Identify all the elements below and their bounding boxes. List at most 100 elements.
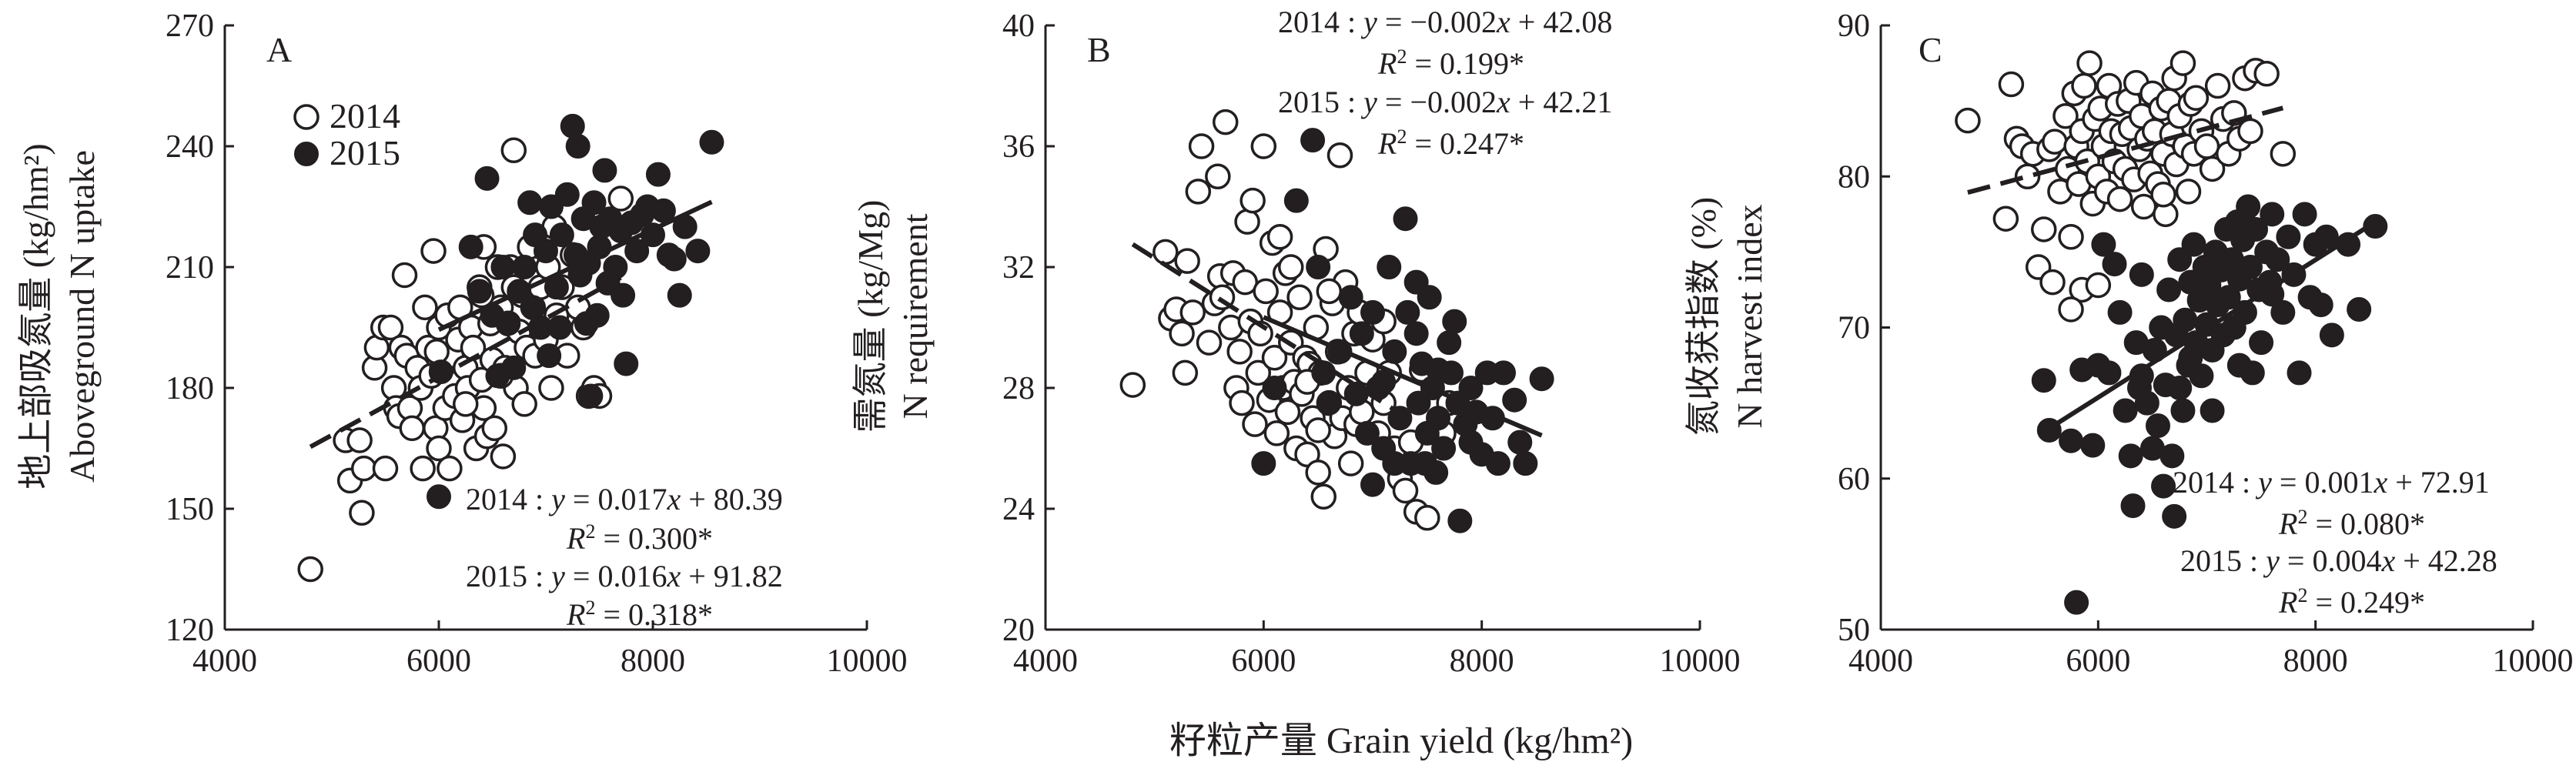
panel-c-point-2015 (2276, 224, 2301, 249)
panel-b-point-2015 (1513, 451, 1538, 476)
panel-c-point-2015 (2167, 247, 2193, 272)
panel-a-point-2015 (578, 383, 604, 409)
panel-b-point-2015 (1502, 387, 1527, 413)
panel-c-x-tick-label: 4000 (1848, 643, 1913, 679)
panel-a-point-2014 (437, 455, 463, 482)
panel-b-point-2014 (1392, 477, 1419, 504)
panel-a-point-2015 (534, 239, 558, 264)
panel-c-point-2014 (2150, 182, 2176, 208)
panel-b-point-2015 (1283, 188, 1309, 213)
panel-c-point-2014 (2052, 103, 2079, 129)
panel-b-ylabel-en: N requirement (895, 213, 935, 419)
panel-c-point-2015 (2292, 202, 2317, 227)
panel-b-point-2014 (1414, 505, 1440, 531)
panel-c-point-2015 (2159, 443, 2185, 469)
panel-b-x-tick-label: 4000 (1013, 643, 1078, 679)
panel-c-point-2015 (2236, 194, 2261, 219)
panel-a-point-2015 (565, 134, 590, 159)
panel-c-x-tick-label: 6000 (2066, 643, 2130, 679)
panel-b-point-2015 (1491, 360, 1516, 386)
panel-b-point-2015 (1251, 451, 1276, 476)
panel-a-x-tick-label: 8000 (621, 643, 685, 679)
legend-label-2014: 2014 (330, 96, 400, 135)
panel-b-x-tick-label: 6000 (1231, 643, 1296, 679)
panel-a-y-tick-label: 180 (166, 371, 214, 406)
panel-b-point-2015 (1354, 420, 1380, 446)
panel-a-point-2015 (496, 311, 521, 336)
panel-c-point-2014 (2204, 72, 2231, 99)
panel-c: 氮收获指数 (%) N harvest index 50 60 70 80 90 4000… (1684, 8, 2574, 679)
panel-a-point-2014 (297, 556, 323, 583)
panel-a-r2-2015: R2 = 0.318* (566, 597, 713, 632)
panel-c-letter: C (1919, 30, 1942, 69)
panel-b-point-2015 (1349, 321, 1374, 346)
panel-a-y-tick-label: 150 (166, 492, 214, 527)
panel-c-point-2014 (2183, 85, 2210, 111)
panel-b-eq-2015: 2015 : y = −0.002x + 42.21 (1278, 85, 1612, 119)
panel-c-point-2014 (2270, 141, 2297, 167)
panel-c-point-2015 (2113, 398, 2138, 423)
panel-b-point-2014 (1326, 142, 1353, 169)
panel-c-point-2015 (2151, 473, 2176, 499)
panel-c-axes: 50 60 70 80 90 4000 6000 8000 10000 (1838, 8, 2574, 679)
panel-b-r2-2015: R2 = 0.247* (1377, 125, 1524, 161)
panel-b-y-tick-label: 36 (1002, 129, 1035, 165)
panel-b-point-2015 (1393, 206, 1418, 232)
panel-c-point-2015 (2031, 368, 2056, 393)
panel-a: 地上部吸氮量 (kg/hm²) Aboveground N uptake 120… (16, 8, 908, 679)
panel-c-point-2015 (2249, 330, 2274, 356)
panel-a-trendline-2015 (437, 199, 713, 333)
panel-c-point-2015 (2120, 493, 2146, 519)
panel-b-point-2014 (1245, 359, 1271, 386)
panel-b-y-tick-label: 28 (1002, 371, 1035, 406)
panel-c-point-2015 (2129, 262, 2154, 287)
panel-a-point-2015 (467, 279, 492, 304)
panel-c-point-2014 (2058, 224, 2084, 250)
panel-c-point-2015 (2226, 353, 2252, 378)
panel-b-point-2015 (1442, 309, 1467, 334)
panel-b-ylabel-cn: 需氮量 (kg/Mg) (851, 200, 890, 433)
panel-a-x-tick-label: 4000 (192, 643, 257, 679)
panel-a-point-2014 (511, 391, 537, 417)
panel-a-point-2015 (584, 302, 610, 328)
panel-b-point-2014 (1253, 278, 1279, 305)
panel-c-point-2015 (2308, 292, 2333, 318)
panel-b-point-2014 (1337, 450, 1364, 476)
panel-c-point-2015 (2363, 214, 2388, 239)
panel-a-point-2015 (560, 113, 585, 139)
panel-c-ylabel-cn: 氮收获指数 (%) (1684, 197, 1723, 436)
legend-open-marker (293, 104, 319, 130)
panel-c-point-2015 (2091, 232, 2116, 257)
panel-a-point-2014 (372, 455, 399, 482)
panel-b-point-2014 (1263, 420, 1290, 446)
panel-a-letter: A (266, 30, 292, 69)
panel-b-point-2015 (1426, 406, 1450, 431)
panel-b-point-2014 (1196, 329, 1223, 356)
panel-b-point-2015 (1423, 460, 1449, 485)
panel-c-point-2015 (2096, 360, 2122, 386)
panel-a-point-2015 (549, 222, 574, 248)
panel-a-point-2015 (667, 282, 692, 308)
panel-a-point-2014 (423, 339, 450, 365)
panel-b-x-tick-label: 8000 (1450, 643, 1514, 679)
panel-c-point-2015 (2167, 376, 2193, 400)
panel-b-point-2015 (1403, 269, 1429, 295)
panel-c-point-2015 (2145, 413, 2170, 439)
panel-a-point-2014 (481, 415, 508, 442)
panel-a-axes: 120 150 180 210 240 270 4000 6000 8000 10000 (166, 8, 908, 679)
panel-b-point-2014 (1169, 320, 1195, 347)
panel-c-eq-2014: 2014 : y = 0.001x + 72.91 (2173, 465, 2490, 500)
panel-a-y-tick-label: 210 (166, 250, 214, 286)
panel-a-point-2014 (399, 415, 425, 442)
panel-b-y-tick-label: 32 (1002, 250, 1035, 286)
panel-c-y-tick-label: 50 (1838, 613, 1870, 648)
panel-b-point-2014 (1185, 179, 1212, 205)
panel-a-x-tick-label: 10000 (827, 643, 908, 679)
panel-c-point-2015 (2287, 360, 2312, 386)
panel-a-eq-2015: 2015 : y = 0.016x + 91.82 (466, 559, 783, 593)
panel-c-point-2014 (2085, 272, 2112, 299)
panel-c-point-2015 (2102, 252, 2127, 277)
panel-a-point-2015 (592, 158, 617, 183)
panel-a-point-2014 (420, 238, 447, 264)
panel-a-y-tick-label: 270 (166, 8, 214, 44)
